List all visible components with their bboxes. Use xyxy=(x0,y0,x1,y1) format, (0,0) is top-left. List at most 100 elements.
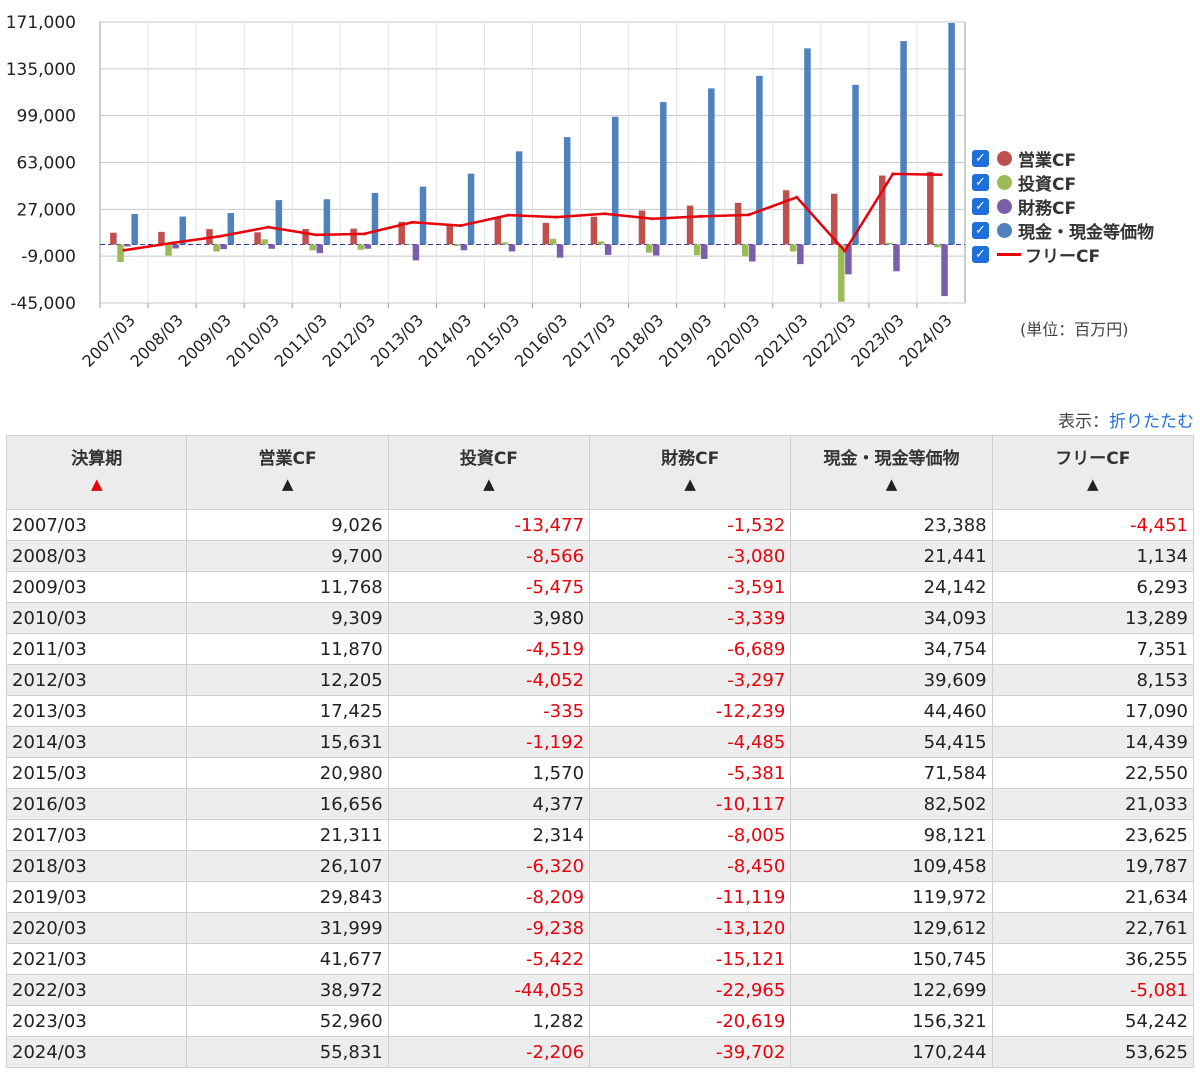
table-cell: 23,388 xyxy=(790,509,993,541)
table-cell: 8,153 xyxy=(991,664,1195,696)
bar xyxy=(927,171,934,245)
header-financing-cf[interactable]: 財務CF ▲ xyxy=(589,435,792,510)
bar xyxy=(749,244,756,262)
cell-period: 2009/03 xyxy=(5,571,188,603)
table-cell: -4,519 xyxy=(387,633,591,665)
table-cell: -8,566 xyxy=(387,540,591,572)
legend-line-icon xyxy=(997,252,1021,256)
table-row: 2020/03 31,999 -9,238 -13,120 129,612 22,761 xyxy=(5,912,1195,944)
checkbox-icon[interactable]: ✓ xyxy=(972,245,989,263)
bar xyxy=(453,244,461,247)
table-row: 2009/03 11,768 -5,475 -3,591 24,142 6,293 xyxy=(5,571,1195,603)
sort-asc-icon[interactable]: ▲ xyxy=(483,475,495,493)
bar xyxy=(542,222,550,245)
checkbox-icon[interactable]: ✓ xyxy=(972,221,989,239)
table-cell: 150,745 xyxy=(790,943,993,975)
bar xyxy=(782,190,790,245)
y-tick-label: 99,000 xyxy=(17,107,76,127)
cell-period: 2007/03 xyxy=(5,509,188,541)
legend-item-free-cf[interactable]: ✓ フリーCF xyxy=(972,242,1154,267)
table-cell: 26,107 xyxy=(186,850,389,882)
bar xyxy=(700,244,708,259)
header-label: 営業CF xyxy=(258,449,317,469)
legend-item-operating-cf[interactable]: ✓ 営業CF xyxy=(972,146,1154,171)
table-cell: -1,532 xyxy=(589,509,792,541)
legend-dot-icon xyxy=(997,174,1012,190)
bar xyxy=(611,116,619,245)
header-free-cf[interactable]: フリーCF ▲ xyxy=(991,435,1195,510)
table-cell: 20,980 xyxy=(186,757,389,789)
table-cell: 19,787 xyxy=(991,850,1195,882)
table-cell: 1,282 xyxy=(387,1005,591,1037)
free-cf-point xyxy=(506,213,510,217)
table-cell: 36,255 xyxy=(991,943,1195,975)
header-operating-cf[interactable]: 営業CF ▲ xyxy=(186,435,389,510)
cell-period: 2016/03 xyxy=(5,788,188,820)
table-cell: 15,631 xyxy=(186,726,389,758)
table-cell: 34,754 xyxy=(790,633,993,665)
table-row: 2016/03 16,656 4,377 -10,117 82,502 21,033 xyxy=(5,788,1195,820)
bar xyxy=(309,244,316,251)
table-cell: -3,339 xyxy=(589,602,792,634)
table-cell: 52,960 xyxy=(186,1005,389,1037)
bar xyxy=(638,210,646,245)
header-label: 決算期 xyxy=(71,449,123,469)
cell-period: 2020/03 xyxy=(5,912,188,944)
table-row: 2011/03 11,870 -4,519 -6,689 34,754 7,351 xyxy=(5,633,1195,665)
bar xyxy=(886,242,893,245)
legend-item-investing-cf[interactable]: ✓ 投資CF xyxy=(972,170,1154,195)
table-cell: 24,142 xyxy=(790,571,993,603)
table-cell: 34,093 xyxy=(790,602,993,634)
table-cell: -5,475 xyxy=(387,571,591,603)
free-cf-point xyxy=(603,212,607,216)
bar xyxy=(879,175,886,245)
table-cell: 21,033 xyxy=(991,788,1195,820)
sort-asc-icon[interactable]: ▲ xyxy=(885,475,898,493)
bar xyxy=(494,217,502,245)
y-tick-label: -45,000 xyxy=(10,294,76,314)
table-cell: 11,768 xyxy=(186,571,389,603)
table-cell: -3,297 xyxy=(589,664,792,696)
table-cell: -3,080 xyxy=(589,540,792,572)
header-investing-cf[interactable]: 投資CF ▲ xyxy=(387,435,591,510)
table-cell: 31,999 xyxy=(186,912,389,944)
table-row: 2015/03 20,980 1,570 -5,381 71,584 22,550 xyxy=(5,757,1195,789)
table-cell: 7,351 xyxy=(991,633,1195,665)
table-cell: -4,451 xyxy=(991,509,1195,541)
sort-asc-icon[interactable]: ▲ xyxy=(1087,475,1099,493)
header-cash[interactable]: 現金・現金等価物 ▲ xyxy=(790,435,993,510)
sort-asc-icon[interactable]: ▲ xyxy=(684,475,696,493)
collapse-link[interactable]: 折りたたむ xyxy=(1109,412,1194,432)
free-cf-point xyxy=(699,214,703,218)
header-period[interactable]: 決算期 ▲ xyxy=(5,435,188,510)
cell-period: 2014/03 xyxy=(5,726,188,758)
bar xyxy=(797,244,804,265)
cell-period: 2008/03 xyxy=(5,540,188,572)
bar xyxy=(734,202,742,245)
table-cell: 53,625 xyxy=(991,1036,1195,1068)
table-cell: -5,381 xyxy=(589,757,792,789)
legend-item-financing-cf[interactable]: ✓ 財務CF xyxy=(972,194,1154,219)
checkbox-icon[interactable]: ✓ xyxy=(972,173,989,191)
bar xyxy=(900,41,907,245)
sort-asc-icon[interactable]: ▲ xyxy=(281,475,294,493)
table-cell: -6,320 xyxy=(387,850,591,882)
bar xyxy=(741,244,749,257)
checkbox-icon[interactable]: ✓ xyxy=(972,149,989,167)
table-cell: 17,090 xyxy=(991,695,1195,727)
bar xyxy=(563,137,571,245)
free-cf-point xyxy=(410,220,414,224)
table-cell: 109,458 xyxy=(790,850,993,882)
bar xyxy=(275,200,283,245)
table-cell: -22,965 xyxy=(589,974,792,1006)
free-cf-point xyxy=(266,225,270,229)
table-row: 2018/03 26,107 -6,320 -8,450 109,458 19,787 xyxy=(5,850,1195,882)
cell-period: 2019/03 xyxy=(5,881,188,913)
cell-period: 2011/03 xyxy=(5,633,188,665)
legend-label: 現金・現金等価物 xyxy=(1018,222,1154,243)
legend-item-cash[interactable]: ✓ 現金・現金等価物 xyxy=(972,218,1154,243)
sort-asc-icon[interactable]: ▲ xyxy=(90,475,103,493)
checkbox-icon[interactable]: ✓ xyxy=(972,197,989,215)
bar xyxy=(405,244,413,245)
table-row: 2021/03 41,677 -5,422 -15,121 150,745 36,255 xyxy=(5,943,1195,975)
